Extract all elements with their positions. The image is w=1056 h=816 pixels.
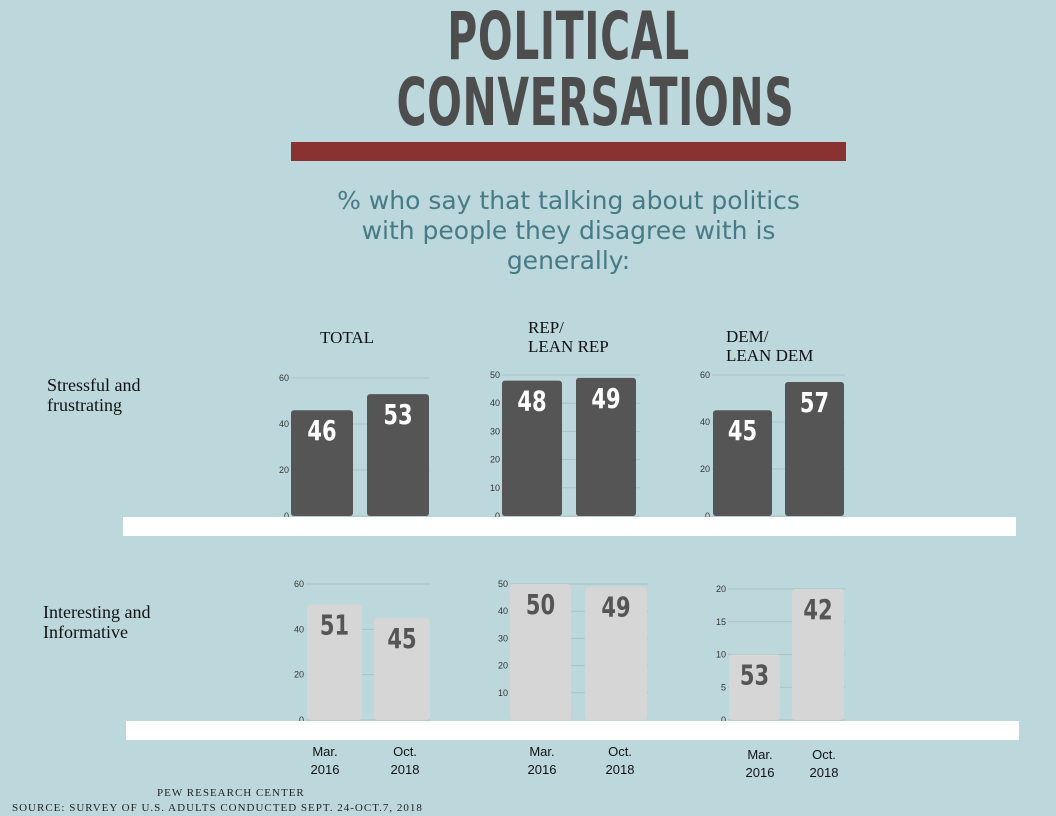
chart-title-line-2: CONVERSATIONS bbox=[396, 64, 795, 141]
bar bbox=[729, 654, 780, 720]
x-axis-label: Oct. bbox=[608, 744, 632, 759]
y-tick-label: 50 bbox=[490, 370, 500, 380]
y-tick-label: 30 bbox=[490, 426, 500, 436]
y-tick-label: 60 bbox=[294, 579, 304, 589]
subtitle-line-3: generally: bbox=[506, 246, 631, 275]
bar bbox=[291, 410, 353, 516]
y-tick-label: 60 bbox=[279, 373, 289, 383]
column-heading-dem-line-2: LEAN DEM bbox=[726, 346, 814, 365]
x-axis-label: 2016 bbox=[311, 762, 340, 777]
shelf-divider-bottom bbox=[126, 721, 1019, 740]
y-tick-label: 40 bbox=[294, 624, 304, 634]
column-heading-total: TOTAL bbox=[320, 328, 375, 347]
x-axis-label: 2018 bbox=[391, 762, 420, 777]
row-label-interesting-line-2: Informative bbox=[43, 622, 128, 642]
bar-value-label: 57 bbox=[800, 386, 829, 419]
bar bbox=[510, 584, 571, 720]
y-tick-label: 40 bbox=[700, 417, 710, 427]
bar-value-label: 45 bbox=[728, 414, 757, 447]
source-organization: PEW RESEARCH CENTER bbox=[157, 787, 305, 799]
y-tick-label: 0 bbox=[721, 715, 726, 725]
chart-panel-6: 0 5 10 15 20 53 42 bbox=[716, 584, 845, 725]
bar bbox=[713, 410, 772, 516]
y-tick-label: 40 bbox=[279, 419, 289, 429]
y-tick-label: 20 bbox=[716, 584, 726, 594]
bar-value-label: 53 bbox=[740, 658, 769, 691]
x-axis-label: Mar. bbox=[312, 744, 337, 759]
column-heading-rep: REP/ LEAN REP bbox=[528, 318, 609, 356]
bar-value-label: 51 bbox=[320, 608, 349, 641]
bar-value-label: 53 bbox=[383, 398, 412, 431]
chart-panel-4: 0 20 40 60 51 45 bbox=[294, 579, 430, 725]
y-tick-label: 20 bbox=[490, 455, 500, 465]
row-label-stressful-line-1: Stressful and bbox=[47, 375, 141, 395]
chart-panel-3: 0 20 40 60 45 57 bbox=[700, 370, 845, 521]
y-tick-label: 10 bbox=[490, 483, 500, 493]
row-label-interesting-line-1: Interesting and bbox=[43, 602, 151, 622]
bar-value-label: 45 bbox=[387, 622, 416, 655]
y-tick-label: 10 bbox=[498, 688, 508, 698]
y-tick-label: 50 bbox=[498, 579, 508, 589]
x-axis-label: 2018 bbox=[606, 762, 635, 777]
column-heading-dem-line-1: DEM/ bbox=[726, 327, 769, 346]
bar bbox=[792, 589, 844, 720]
y-tick-label: 10 bbox=[716, 650, 726, 660]
y-tick-label: 30 bbox=[498, 633, 508, 643]
bar bbox=[307, 604, 362, 720]
y-tick-label: 20 bbox=[294, 670, 304, 680]
subtitle-line-1: % who say that talking about politics bbox=[337, 186, 800, 215]
column-heading-dem: DEM/ LEAN DEM bbox=[726, 327, 813, 365]
y-tick-label: 5 bbox=[721, 682, 726, 692]
x-axis-label: 2016 bbox=[746, 765, 775, 780]
bar bbox=[502, 380, 562, 516]
source-note: SOURCE: SURVEY OF U.S. ADULTS CONDUCTED … bbox=[12, 802, 423, 814]
column-heading-rep-line-2: LEAN REP bbox=[528, 337, 609, 356]
row-label-interesting: Interesting and Informative bbox=[43, 602, 150, 642]
y-tick-label: 0 bbox=[705, 511, 710, 521]
bar bbox=[374, 618, 430, 720]
bar bbox=[585, 586, 647, 720]
y-tick-label: 60 bbox=[700, 370, 710, 380]
y-tick-label: 40 bbox=[498, 606, 508, 616]
bar-value-label: 50 bbox=[526, 588, 555, 621]
y-tick-label: 0 bbox=[299, 715, 304, 725]
subtitle-line-2: with people they disagree with is bbox=[361, 216, 776, 245]
y-tick-label: 0 bbox=[495, 511, 500, 521]
x-axis-label: Oct. bbox=[812, 747, 836, 762]
row-label-stressful: Stressful and frustrating bbox=[47, 375, 141, 415]
y-tick-label: 40 bbox=[490, 398, 500, 408]
y-tick-label: 0 bbox=[284, 511, 289, 521]
x-axis-label: Oct. bbox=[393, 744, 417, 759]
bar bbox=[576, 377, 636, 516]
y-tick-label: 15 bbox=[716, 617, 726, 627]
bar-value-label: 46 bbox=[307, 414, 336, 447]
chart-title-line-1: POLITICAL bbox=[447, 0, 690, 75]
y-tick-label: 20 bbox=[279, 465, 289, 475]
chart-panel-5: 10 20 30 40 50 50 49 bbox=[498, 579, 648, 720]
bar bbox=[367, 394, 429, 516]
y-tick-label: 20 bbox=[700, 464, 710, 474]
x-axis-label: Mar. bbox=[747, 747, 772, 762]
x-axis-label: 2016 bbox=[528, 762, 557, 777]
row-label-stressful-line-2: frustrating bbox=[47, 395, 122, 415]
bar-value-label: 49 bbox=[591, 382, 620, 415]
chart-panel-1: 0 20 40 60 46 53 bbox=[279, 373, 430, 521]
bar-value-label: 49 bbox=[601, 591, 630, 624]
x-axis-label: 2018 bbox=[810, 765, 839, 780]
bar-value-label: 48 bbox=[517, 385, 546, 418]
x-axis-label: Mar. bbox=[529, 744, 554, 759]
title-underline-rule bbox=[291, 142, 846, 161]
column-heading-rep-line-1: REP/ bbox=[528, 318, 564, 337]
y-tick-label: 20 bbox=[498, 661, 508, 671]
bar bbox=[785, 382, 844, 516]
chart-panel-2: 0 10 20 30 40 50 48 49 bbox=[490, 370, 640, 521]
bar-value-label: 42 bbox=[803, 593, 832, 626]
shelf-divider-top bbox=[123, 517, 1016, 536]
chart-subtitle: % who say that talking about politics wi… bbox=[291, 186, 846, 276]
